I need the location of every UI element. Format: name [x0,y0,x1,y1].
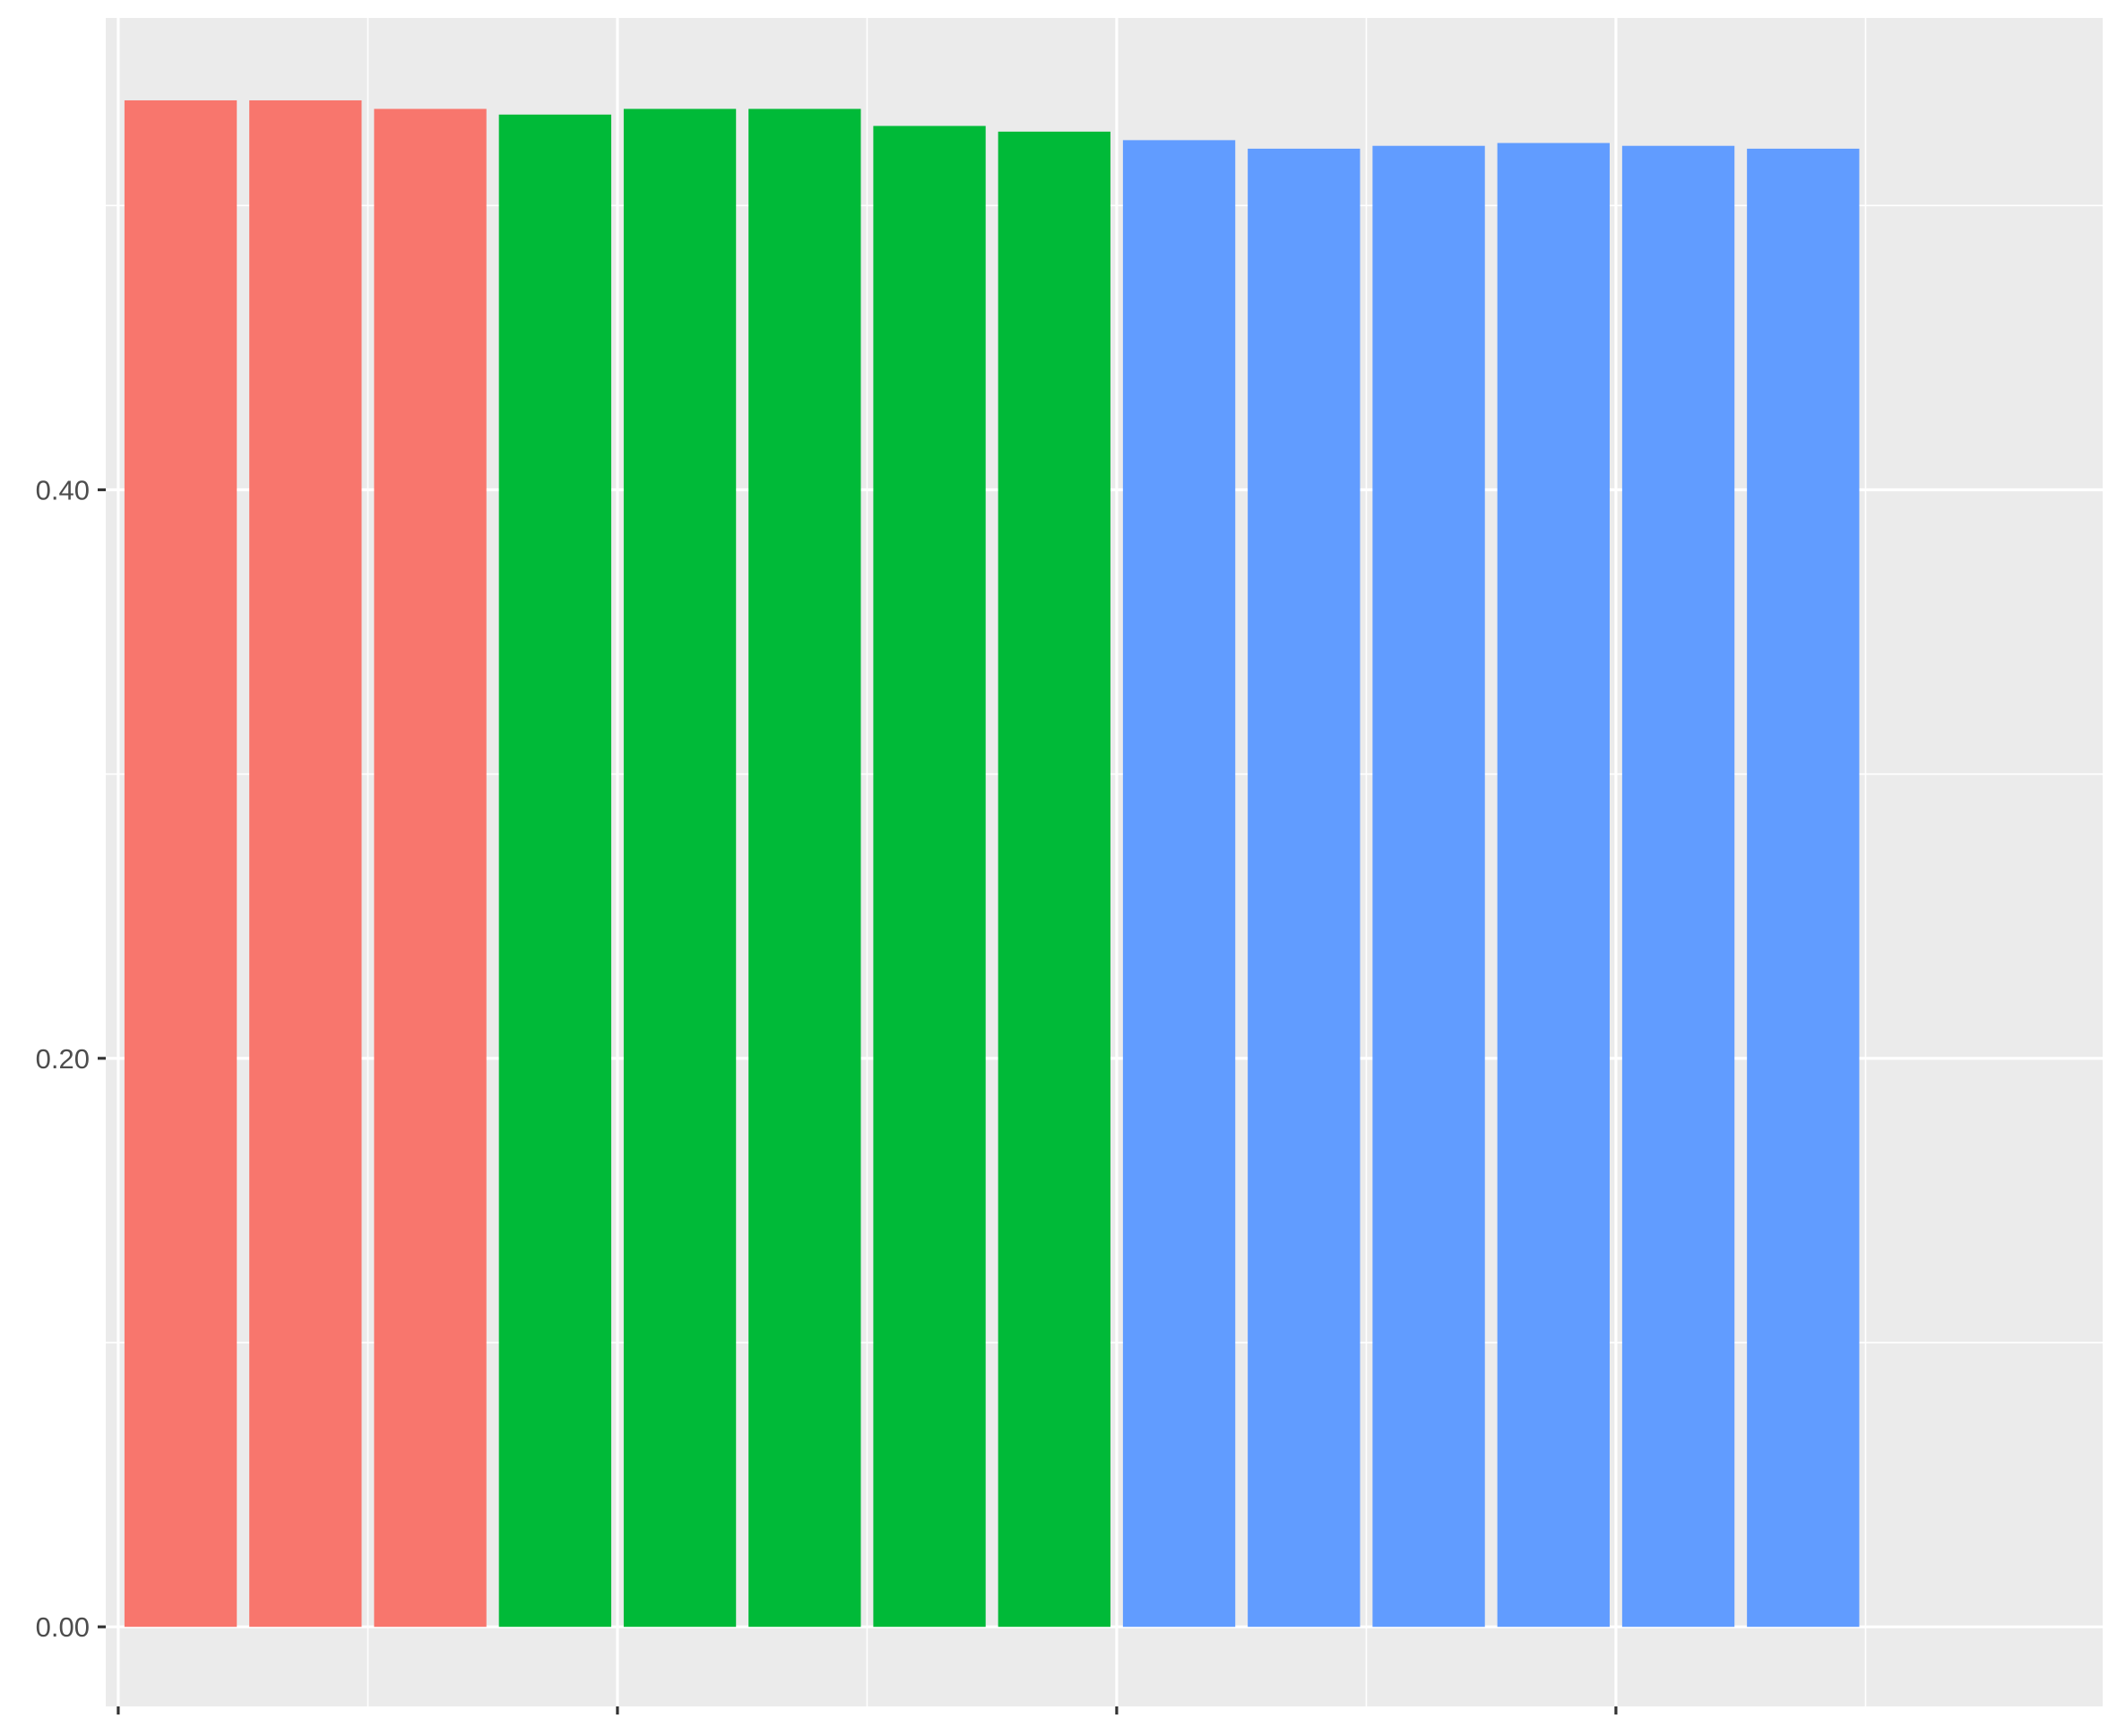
bar-14 [1747,148,1860,1628]
bar-12 [1497,143,1610,1628]
bar-5 [623,108,737,1628]
bar-7 [873,125,986,1628]
y-tick-label: 0.20 [36,1043,90,1075]
y-tick-label: 0.40 [36,475,90,506]
bar-9 [1122,140,1236,1628]
bar-11 [1372,145,1485,1628]
bar-3 [374,108,487,1628]
bar-13 [1621,145,1735,1628]
bar-10 [1248,148,1361,1628]
bar-6 [748,108,861,1628]
bar-series [124,99,1860,1628]
y-axis: 0.00 0.20 0.40 [36,475,106,1643]
y-tick-label: 0.00 [36,1611,90,1643]
bar-1 [124,99,238,1628]
bar-8 [998,131,1110,1628]
x-axis [117,1706,1618,1714]
bar-4 [498,114,611,1628]
bar-2 [249,99,362,1628]
